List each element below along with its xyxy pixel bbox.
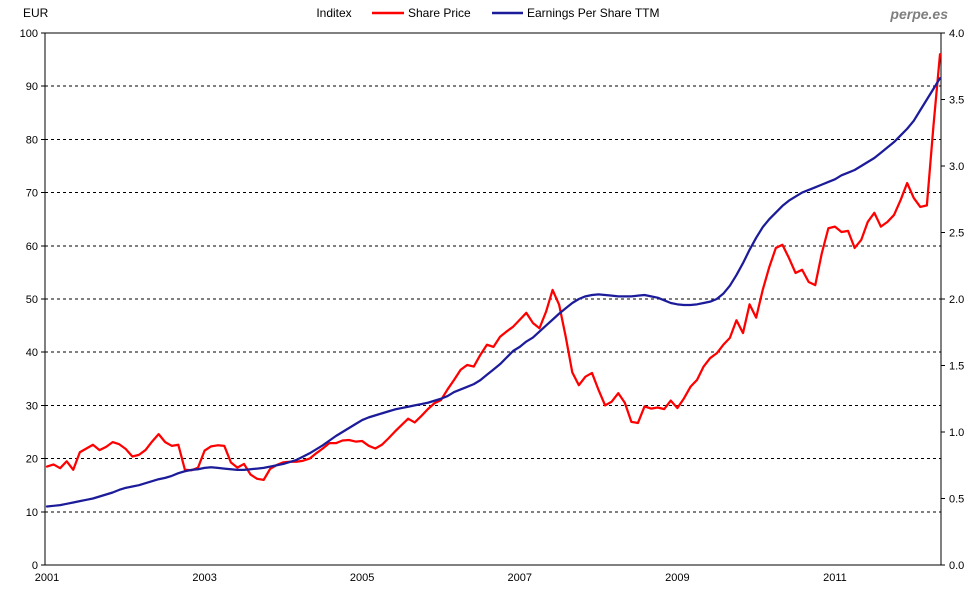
- legend-label-eps: Earnings Per Share TTM: [527, 6, 660, 20]
- left-axis-tick-label: 30: [26, 400, 38, 412]
- axis-ticks: [41, 32, 945, 566]
- right-axis-tick-label: 3.5: [949, 95, 964, 107]
- year-label: 2009: [665, 572, 689, 584]
- unit-label: EUR: [23, 6, 49, 20]
- year-label: 2001: [35, 572, 59, 584]
- right-axis-tick-label: 0.0: [949, 560, 964, 572]
- right-axis-tick-label: 1.0: [949, 427, 964, 439]
- year-label: 2003: [192, 572, 216, 584]
- left-axis-tick-label: 90: [26, 81, 38, 93]
- left-axis-tick-label: 70: [26, 188, 38, 200]
- right-axis-tick-label: 2.5: [949, 228, 964, 240]
- chart-title: Inditex: [316, 6, 351, 20]
- left-axis-tick-label: 100: [20, 28, 38, 40]
- left-axis-tick-label: 10: [26, 507, 38, 519]
- left-axis-tick-label: 50: [26, 294, 38, 306]
- left-axis-tick-label: 60: [26, 241, 38, 253]
- gridlines: [45, 85, 941, 513]
- right-axis-tick-label: 4.0: [949, 28, 964, 40]
- data-series: [45, 53, 942, 508]
- watermark: perpe.es: [889, 6, 948, 22]
- year-label: 2007: [508, 572, 532, 584]
- right-axis-tick-label: 0.5: [949, 494, 964, 506]
- year-label: 2005: [350, 572, 374, 584]
- left-axis-tick-label: 20: [26, 454, 38, 466]
- left-axis-tick-label: 40: [26, 347, 38, 359]
- left-axis-tick-label: 0: [32, 560, 38, 572]
- left-axis-tick-label: 80: [26, 134, 38, 146]
- right-axis-tick-label: 3.0: [949, 161, 964, 173]
- right-axis-tick-label: 1.5: [949, 361, 964, 373]
- year-label: 2011: [823, 572, 847, 584]
- axis-labels: 0 10 20 30 40 50 60 70 80 90 100 0.0 0.5 1.0 1.5 2.0 2.5…: [20, 28, 965, 584]
- share-price-line: [45, 53, 942, 482]
- legend-label-share-price: Share Price: [408, 6, 471, 20]
- eps-ttm-line: [45, 77, 942, 508]
- right-axis-tick-label: 2.0: [949, 294, 964, 306]
